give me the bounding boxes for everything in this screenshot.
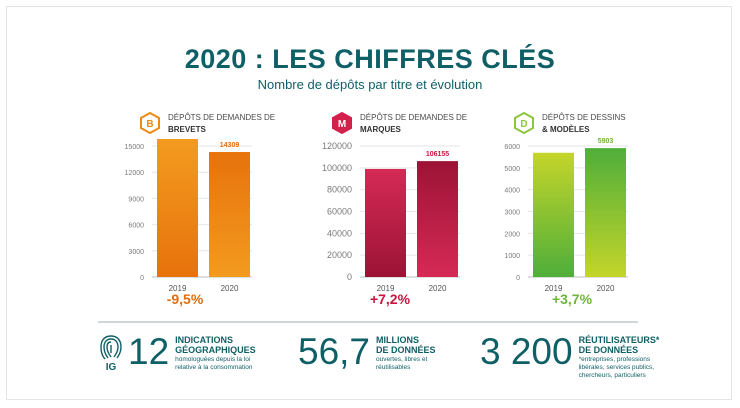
stat-number: 56,7 — [298, 331, 371, 372]
y-tick-label: 120000 — [322, 141, 352, 151]
divider-line — [98, 321, 638, 323]
y-tick-label: 15000 — [125, 144, 145, 151]
svg-text:B: B — [146, 119, 153, 130]
y-tick-label: 5000 — [504, 166, 520, 173]
stat-ig: 12 INDICATIONS GÉOGRAPHIQUES homologuées… — [128, 333, 267, 372]
change-dessins: +3,7% — [551, 291, 593, 307]
data-label: 5903 — [598, 138, 614, 145]
page-subtitle: Nombre de dépôts par titre et évolution — [257, 77, 483, 92]
panel-head-brevets: B DÉPÔTS DE DEMANDES DE BREVETS — [140, 112, 275, 136]
y-tick-label: 4000 — [504, 188, 520, 195]
stat-description: homologuées depuis la loi relative à la … — [175, 356, 253, 371]
panel-label-line2: & MODÈLES — [542, 125, 590, 134]
y-tick-label: 2000 — [504, 231, 520, 238]
stat-number: 12 — [128, 331, 170, 372]
stat-head-line1: MILLIONS — [376, 335, 420, 345]
x-tick-label: 2020 — [221, 284, 239, 293]
svg-text:D: D — [520, 119, 527, 130]
panel-head-marques: M DÉPÔTS DE DEMANDES DE MARQUES — [332, 112, 467, 136]
x-tick-label: 2019 — [169, 284, 187, 293]
hexagon-b-icon: B — [140, 112, 160, 134]
stat-reutilisateurs: 3 200 RÉUTILISATEURS* DE DONNÉES *entrep… — [480, 333, 661, 380]
y-tick-label: 12000 — [125, 170, 145, 177]
y-tick-label: 40000 — [327, 228, 352, 238]
panel-label-line2: MARQUES — [360, 125, 401, 134]
bar-2020 — [209, 152, 250, 277]
y-tick-label: 80000 — [327, 185, 352, 195]
panel-label-line1: DÉPÔTS DE DEMANDES DE — [168, 113, 276, 122]
y-tick-label: 60000 — [327, 207, 352, 217]
svg-text:IG: IG — [106, 362, 117, 371]
x-tick-label: 2019 — [377, 284, 395, 293]
change-marques: +7,2% — [369, 291, 411, 307]
y-tick-label: 100000 — [322, 163, 352, 173]
y-tick-label: 6000 — [504, 144, 520, 151]
panel-label-line2: BREVETS — [168, 125, 206, 134]
y-tick-label: 0 — [140, 275, 144, 282]
infographic-frame — [6, 6, 732, 400]
stat-number: 3 200 — [480, 331, 573, 372]
chart-marques: 0 20000 40000 60000 80000 100000 120000 2019 202… — [322, 141, 460, 293]
bar-2019 — [157, 139, 198, 277]
stat-head-line2: DE DONNÉES — [376, 345, 436, 355]
y-tick-label: 1000 — [504, 253, 520, 260]
y-tick-label: 0 — [347, 272, 352, 282]
bar-2020 — [417, 161, 458, 277]
y-tick-label: 3000 — [504, 210, 520, 217]
stat-description: *entreprises, professions libérales, ser… — [578, 356, 655, 379]
x-tick-label: 2019 — [545, 284, 563, 293]
change-brevets: -9,5% — [166, 291, 204, 307]
bar-2019 — [533, 152, 574, 277]
stat-head-line1: INDICATIONS — [175, 335, 233, 345]
page-title: 2020 : LES CHIFFRES CLÉS — [184, 44, 556, 74]
y-tick-label: 0 — [516, 275, 520, 282]
hexagon-d-icon: D — [514, 112, 534, 134]
y-tick-label: 6000 — [128, 223, 144, 230]
panel-label-line1: DÉPÔTS DE DEMANDES DE — [360, 113, 468, 122]
stat-head-line1: RÉUTILISATEURS* — [578, 335, 660, 345]
hexagon-m-icon: M — [332, 112, 352, 134]
svg-text:M: M — [338, 119, 346, 130]
y-tick-label: 20000 — [327, 250, 352, 260]
stat-description: ouvertes, libres et réutilisables — [376, 356, 428, 371]
panel-head-dessins: D DÉPÔTS DE DESSINS & MODÈLES — [514, 112, 626, 136]
x-tick-label: 2020 — [597, 284, 615, 293]
chart-dessins: 0 1000 2000 3000 4000 5000 6000 2019 2020 5903 — [504, 138, 628, 293]
y-tick-label: 3000 — [128, 249, 144, 256]
panel-label-line1: DÉPÔTS DE DESSINS — [542, 113, 626, 122]
fingerprint-ig-icon: IG — [100, 335, 122, 371]
bar-2020 — [585, 148, 626, 277]
data-label: 106155 — [426, 151, 449, 158]
y-tick-label: 9000 — [128, 196, 144, 203]
bar-2019 — [365, 168, 406, 277]
stat-head-line2: DE DONNÉES — [578, 345, 639, 355]
x-tick-label: 2020 — [429, 284, 447, 293]
data-label: 14309 — [220, 142, 240, 149]
stat-donnees: 56,7 MILLIONS DE DONNÉES ouvertes, libre… — [298, 333, 446, 372]
chart-brevets: 0 3000 6000 9000 12000 15000 2019 2020 14309 — [125, 139, 252, 293]
stat-head-line2: GÉOGRAPHIQUES — [175, 345, 256, 355]
